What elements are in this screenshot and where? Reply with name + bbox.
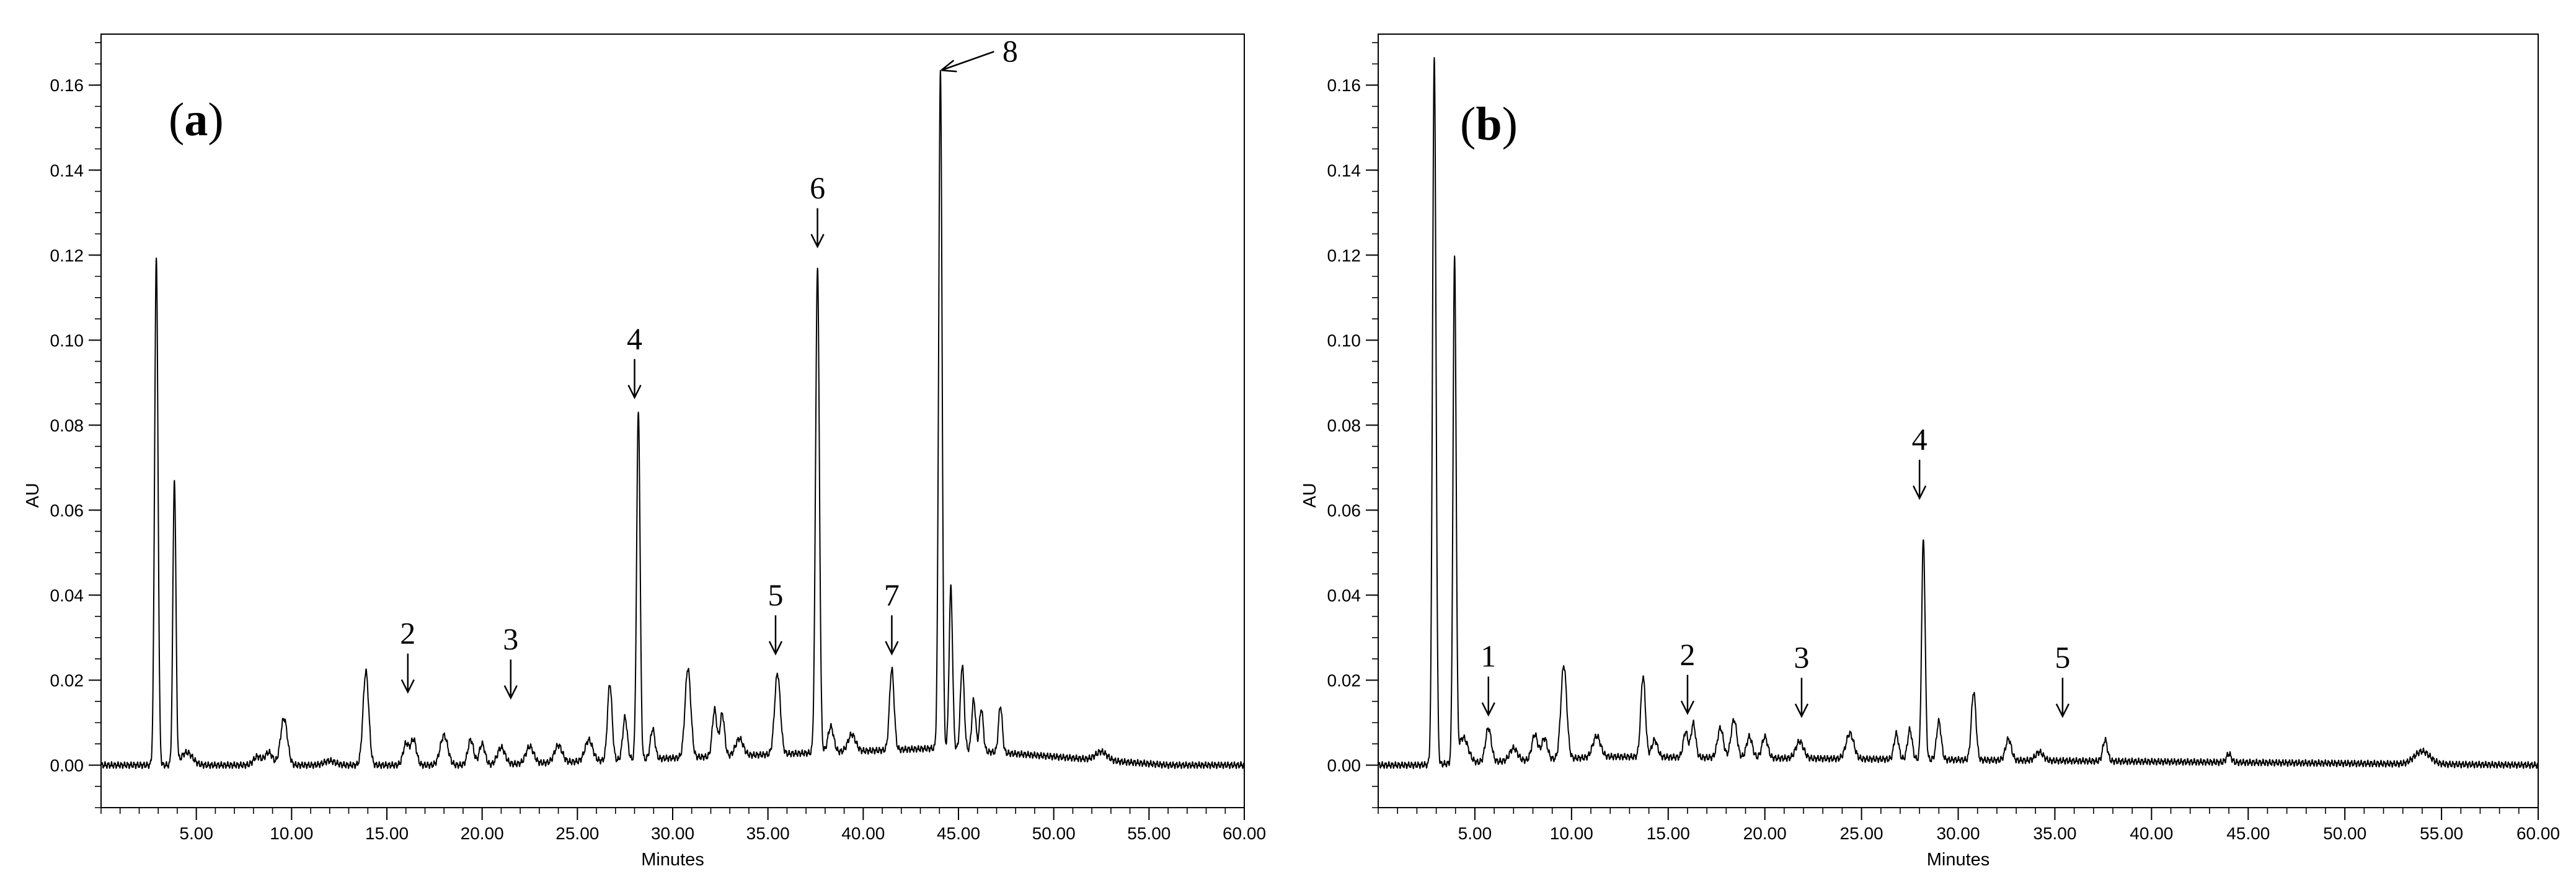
x-tick-label: 50.00	[1032, 824, 1076, 843]
annotation-label: 7	[884, 578, 900, 612]
y-axis-label: AU	[1300, 483, 1320, 507]
y-minor-ticks	[95, 42, 101, 808]
annotation-arrowhead	[885, 641, 899, 656]
annotation-label: 1	[1481, 639, 1496, 674]
x-tick-label: 10.00	[270, 824, 313, 843]
panel-letter: a	[184, 94, 208, 146]
x-tick-label: 30.00	[651, 824, 694, 843]
annotation-arrowhead	[1680, 700, 1695, 715]
x-tick-label: 15.00	[1647, 824, 1690, 843]
y-tick-label: 0.16	[50, 76, 84, 95]
y-tick-label: 0.06	[50, 501, 84, 520]
annotation-label: 2	[400, 616, 415, 651]
peak-annotation-3: 3	[503, 622, 518, 700]
annotation-label: 8	[1003, 33, 1018, 68]
x-axis-label: Minutes	[641, 850, 704, 870]
panel-label: (a)	[169, 94, 224, 146]
annotation-arrowhead	[768, 641, 783, 656]
x-tick-label: 5.00	[179, 824, 213, 843]
panel-label: (b)	[1460, 98, 1518, 150]
y-tick-label: 0.14	[1327, 161, 1361, 180]
x-tick-label: 50.00	[2323, 824, 2366, 843]
x-tick-label: 25.00	[1840, 824, 1883, 843]
x-tick-label: 30.00	[1936, 824, 1980, 843]
y-tick-label: 0.00	[50, 756, 84, 775]
y-tick-label: 0.04	[1327, 586, 1361, 605]
peak-annotation-4: 4	[627, 321, 642, 399]
annotation-label: 3	[1794, 640, 1809, 675]
x-axis-label: Minutes	[1927, 850, 1990, 870]
annotation-label: 4	[627, 321, 642, 356]
peak-annotation-8: 8	[941, 33, 1018, 73]
x-tick-label: 45.00	[937, 824, 980, 843]
annotation-label: 6	[810, 171, 825, 205]
peak-annotation-2: 2	[400, 616, 415, 694]
x-tick-label: 20.00	[461, 824, 504, 843]
x-tick-label: 45.00	[2226, 824, 2270, 843]
x-tick-label: 5.00	[1458, 824, 1492, 843]
annotation-arrowhead	[1913, 485, 1927, 500]
y-tick-label: 0.08	[50, 416, 84, 435]
panel-letter: b	[1476, 98, 1502, 150]
y-tick-label: 0.02	[1327, 671, 1361, 690]
x-tick-label: 35.00	[2033, 824, 2076, 843]
x-tick-label: 20.00	[1743, 824, 1787, 843]
x-tick-label: 55.00	[1127, 824, 1171, 843]
y-tick-label: 0.16	[1327, 76, 1361, 95]
chart-panel-a: 5.00 10.00 15.00 20.00 25.00 30.00 35.00 40.00 4…	[23, 33, 1266, 870]
peak-annotation-5: 5	[2055, 640, 2070, 718]
x-tick-label: 10.00	[1550, 824, 1593, 843]
peak-annotation-3: 3	[1794, 640, 1809, 718]
annotation-label: 5	[768, 578, 783, 612]
x-tick-label: 40.00	[841, 824, 885, 843]
y-tick-label: 0.02	[50, 671, 84, 690]
x-tick-label: 60.00	[1223, 824, 1266, 843]
peak-annotation-4: 4	[1912, 422, 1928, 500]
annotation-label: 5	[2055, 640, 2070, 675]
y-minor-ticks	[1372, 42, 1378, 808]
y-tick-label: 0.06	[1327, 501, 1361, 520]
peak-annotation-1: 1	[1481, 639, 1496, 717]
peak-annotation-5: 5	[768, 578, 783, 656]
peak-annotation-2: 2	[1680, 637, 1695, 715]
x-tick-label: 35.00	[746, 824, 790, 843]
y-tick-label: 0.12	[1327, 246, 1361, 265]
chart-panel-b: 5.00 10.00 15.00 20.00 25.00 30.00 35.00 40.00 4…	[1300, 33, 2560, 870]
annotation-arrowhead	[627, 385, 642, 399]
y-tick-label: 0.10	[50, 331, 84, 350]
annotation-arrowhead	[1481, 702, 1495, 717]
annotation-label: 4	[1912, 422, 1928, 457]
annotation-arrowhead	[810, 234, 825, 249]
x-tick-label: 25.00	[555, 824, 599, 843]
annotation-arrow	[941, 51, 994, 71]
y-tick-label: 0.00	[1327, 756, 1361, 775]
annotation-label: 3	[503, 622, 518, 656]
annotation-label: 2	[1680, 637, 1695, 672]
x-tick-label: 55.00	[2420, 824, 2463, 843]
annotation-arrowhead	[503, 685, 518, 700]
y-tick-label: 0.14	[50, 161, 84, 180]
x-tick-label: 15.00	[365, 824, 409, 843]
chromatogram-trace	[100, 69, 1245, 769]
annotation-arrowhead	[401, 679, 415, 694]
x-tick-label: 40.00	[2130, 824, 2173, 843]
chromatogram-trace	[1378, 56, 2539, 769]
annotation-arrowhead	[941, 60, 957, 73]
peak-annotation-6: 6	[810, 171, 825, 249]
y-tick-label: 0.04	[50, 586, 84, 605]
plot-frame	[100, 33, 1245, 808]
x-tick-label: 60.00	[2516, 824, 2560, 843]
y-tick-label: 0.10	[1327, 331, 1361, 350]
annotation-arrowhead	[1794, 703, 1809, 718]
plot-frame	[1378, 33, 2539, 808]
y-tick-label: 0.12	[50, 246, 84, 265]
peak-annotation-7: 7	[884, 578, 900, 656]
y-tick-label: 0.08	[1327, 416, 1361, 435]
y-axis-label: AU	[23, 483, 43, 507]
annotation-arrowhead	[2055, 703, 2070, 718]
